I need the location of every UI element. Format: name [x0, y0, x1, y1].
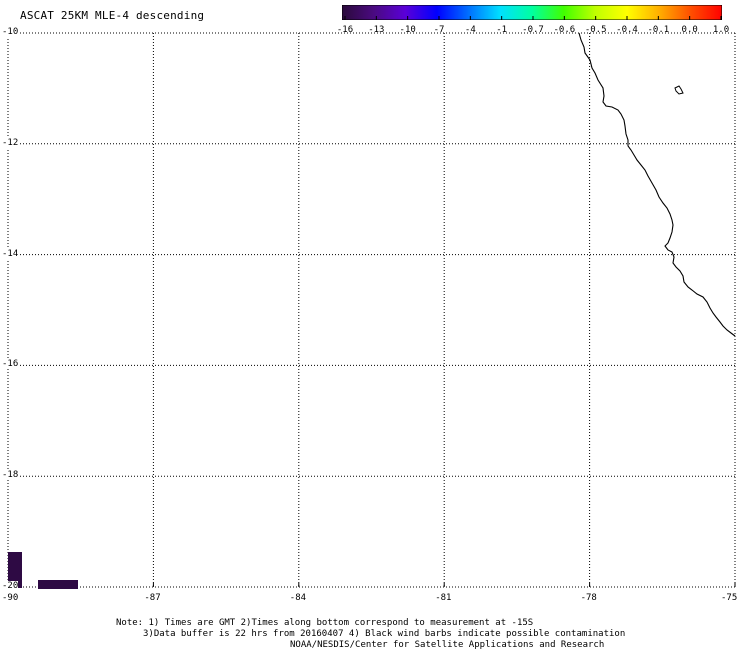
colorbar-tick-label: -0.1: [647, 25, 670, 35]
island-outline: [674, 85, 684, 95]
colorbar-tick-label: -13: [368, 25, 385, 35]
colorbar-tick-label: -0.7: [522, 25, 544, 35]
product-title: ASCAT 25KM MLE-4 descending: [20, 9, 205, 22]
swath-cell: [8, 552, 22, 588]
longitude-label: -78: [580, 593, 597, 603]
note-line-2: 3)Data buffer is 22 hrs from 20160407 4)…: [143, 629, 626, 639]
colorbar-tick-label: -0.4: [616, 25, 638, 35]
coastline: [578, 32, 736, 337]
longitude-label: -81: [435, 593, 452, 603]
colorbar-tick-label: -1: [496, 25, 508, 35]
color-scale-bar: [342, 5, 722, 20]
colorbar-tick-label: -16: [336, 25, 354, 35]
latitude-label: -14: [2, 248, 19, 259]
note-line-1: Note: 1) Times are GMT 2)Times along bot…: [116, 618, 534, 628]
colorbar-tick-label: 0.0: [681, 25, 698, 35]
colorbar-tick-label: -4: [464, 25, 476, 35]
colorbar-tick-label: -7: [433, 25, 445, 35]
swath-cell: [38, 580, 78, 589]
latitude-label: -16: [2, 359, 19, 370]
longitude-label: -90: [2, 593, 19, 603]
latitude-label: -12: [2, 137, 19, 148]
longitude-label: -75: [721, 593, 738, 603]
graticule-grid: [7, 32, 736, 588]
longitude-label: -84: [289, 593, 307, 603]
latitude-label: -20: [2, 581, 19, 591]
longitude-label: -87: [144, 593, 161, 603]
latitude-label: -18: [2, 470, 19, 481]
colorbar-tick-label: -10: [399, 25, 416, 35]
colorbar-tick-label: 1.0: [712, 25, 730, 35]
colorbar-tick-label: -0.5: [584, 25, 607, 35]
latitude-label: -10: [2, 27, 19, 37]
note-line-3: NOAA/NESDIS/Center for Satellite Applica…: [290, 640, 605, 650]
colorbar-tick-label: -0.6: [553, 25, 576, 35]
axis-ticks: [7, 32, 736, 588]
